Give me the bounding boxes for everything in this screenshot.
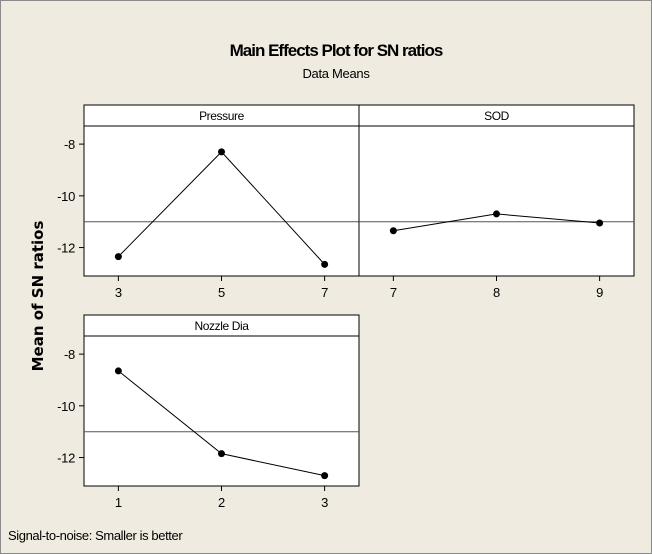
y-tick-label: -8 bbox=[64, 347, 75, 362]
x-tick-label: 1 bbox=[115, 495, 122, 510]
x-tick-label: 7 bbox=[321, 285, 328, 300]
panel-plot-nozzle-dia bbox=[83, 335, 360, 487]
x-tick-label: 5 bbox=[218, 285, 225, 300]
data-point bbox=[389, 227, 397, 235]
panel-title-sod: SOD bbox=[484, 109, 510, 123]
data-point bbox=[114, 367, 122, 375]
data-point bbox=[321, 260, 329, 268]
y-tick-label: -12 bbox=[57, 241, 75, 256]
y-tick-label: -10 bbox=[57, 399, 75, 414]
x-tick-label: 9 bbox=[596, 285, 603, 300]
x-tick-label: 8 bbox=[493, 285, 500, 300]
x-tick-label: 2 bbox=[218, 495, 225, 510]
data-point bbox=[596, 219, 604, 227]
panel-title-nozzle-dia: Nozzle Dia bbox=[194, 319, 249, 333]
y-axis-label: Mean of SN ratios bbox=[29, 221, 47, 372]
y-tick-label: -12 bbox=[57, 451, 75, 466]
data-point bbox=[218, 450, 225, 458]
data-point bbox=[114, 253, 122, 261]
chart-subtitle: Data Means bbox=[302, 66, 370, 81]
x-tick-label: 7 bbox=[390, 285, 397, 300]
footnote: Signal-to-noise: Smaller is better bbox=[8, 528, 183, 543]
y-tick-label: -10 bbox=[57, 189, 75, 204]
data-point bbox=[218, 148, 225, 156]
data-point bbox=[321, 472, 329, 480]
x-tick-label: 3 bbox=[115, 285, 122, 300]
panel-title-pressure: Pressure bbox=[199, 109, 245, 123]
y-tick-label: -8 bbox=[64, 137, 75, 152]
chart-title: Main Effects Plot for SN ratios bbox=[230, 41, 443, 60]
data-point bbox=[493, 210, 500, 218]
panel-plot-sod bbox=[358, 125, 635, 277]
x-tick-label: 3 bbox=[321, 495, 328, 510]
